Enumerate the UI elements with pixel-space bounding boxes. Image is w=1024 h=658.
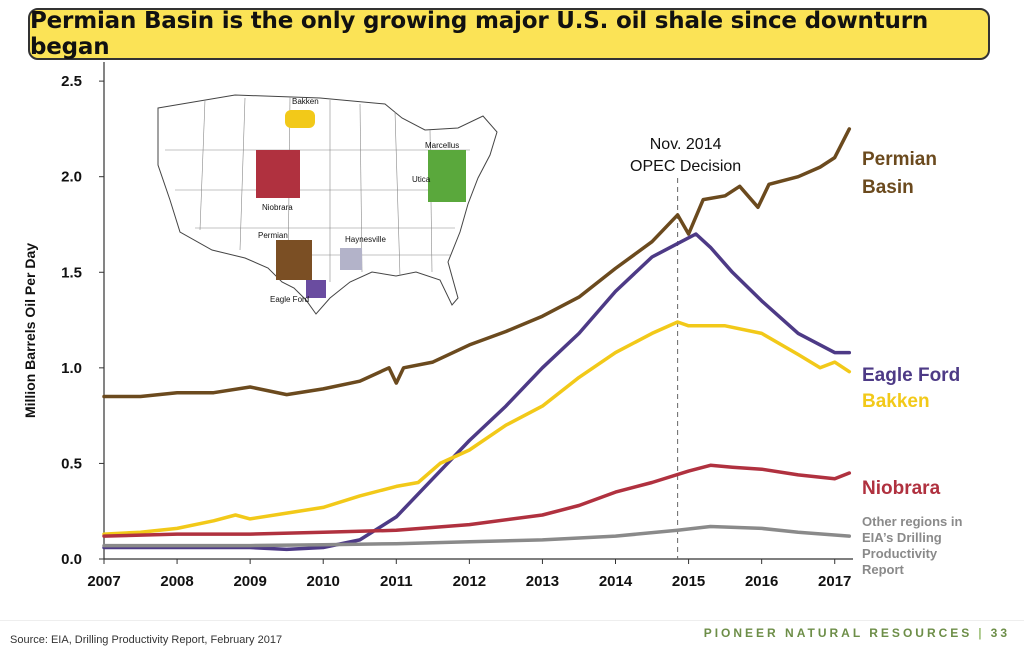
- map-label: Haynesville: [345, 235, 386, 244]
- x-tick-label: 2014: [599, 573, 633, 590]
- series-label: Bakken: [862, 391, 930, 412]
- x-tick-label: 2016: [745, 573, 778, 590]
- x-tick-label: 2013: [526, 573, 559, 590]
- y-axis-title: Million Barrels Oil Per Day: [22, 243, 38, 418]
- map-label: Eagle Ford: [270, 295, 309, 304]
- x-tick-label: 2010: [307, 573, 340, 590]
- source-note: Source: EIA, Drilling Productivity Repor…: [10, 634, 283, 646]
- series-label: Eagle Ford: [862, 365, 960, 386]
- map-labels: Bakken Marcellus Utica Niobrara Permian Hayne…: [258, 97, 459, 304]
- title-banner: Permian Basin is the only growing major …: [28, 8, 990, 60]
- axes: 0.0 0.5 1.0 1.5 2.0 2.5 2007 2008 2009 2010 2011 20…: [22, 62, 853, 590]
- series-label: EIA’s Drilling: [862, 530, 942, 545]
- series-label: Niobrara: [862, 478, 941, 499]
- series-line-niobrara: [102, 463, 852, 538]
- series-label: Basin: [862, 177, 914, 198]
- series-labels: Permian Basin Eagle Ford Bakken Niobrara Othe…: [862, 149, 962, 577]
- us-shale-map: [157, 94, 498, 315]
- x-tick-label: 2011: [380, 573, 413, 590]
- page-title: Permian Basin is the only growing major …: [30, 8, 929, 60]
- series-label: Report: [862, 562, 905, 577]
- series-line-eagle-ford: [102, 232, 852, 552]
- x-tick-label: 2017: [818, 573, 851, 590]
- y-tick-label: 0.5: [61, 455, 82, 472]
- page-number: 33: [990, 626, 1010, 640]
- map-label: Permian: [258, 231, 288, 240]
- map-label: Niobrara: [262, 203, 293, 212]
- brand-name: PIONEER NATURAL RESOURCES: [703, 626, 973, 640]
- y-tick-label: 0.0: [61, 551, 82, 568]
- series-label: Other regions in: [862, 514, 962, 529]
- x-tick-label: 2007: [87, 573, 120, 590]
- annotation-line1: Nov. 2014: [650, 136, 722, 153]
- map-label: Marcellus: [425, 141, 459, 150]
- y-tick-label: 1.0: [61, 360, 82, 377]
- y-tick-label: 2.0: [61, 169, 82, 186]
- y-tick-label: 2.5: [61, 73, 82, 90]
- x-tick-label: 2009: [233, 573, 266, 590]
- series-line-bakken: [102, 320, 852, 536]
- footer-divider: [0, 620, 1024, 621]
- x-tick-label: 2015: [672, 573, 705, 590]
- series-line-permian-basin: [102, 127, 852, 399]
- series-label: Productivity: [862, 546, 938, 561]
- us-map-outline: [157, 94, 498, 315]
- series-layer: [102, 127, 852, 552]
- map-label: Bakken: [292, 97, 319, 106]
- series-line-other-regions-in-eia-s-drilling-productivity-report: [102, 524, 852, 548]
- series-label: Permian: [862, 149, 937, 170]
- x-tick-label: 2012: [453, 573, 486, 590]
- y-tick-label: 1.5: [61, 264, 82, 281]
- map-label: Utica: [412, 175, 431, 184]
- brand-footer: PIONEER NATURAL RESOURCES | 33: [703, 626, 1010, 640]
- annotation-line2: OPEC Decision: [630, 158, 741, 175]
- x-tick-label: 2008: [160, 573, 193, 590]
